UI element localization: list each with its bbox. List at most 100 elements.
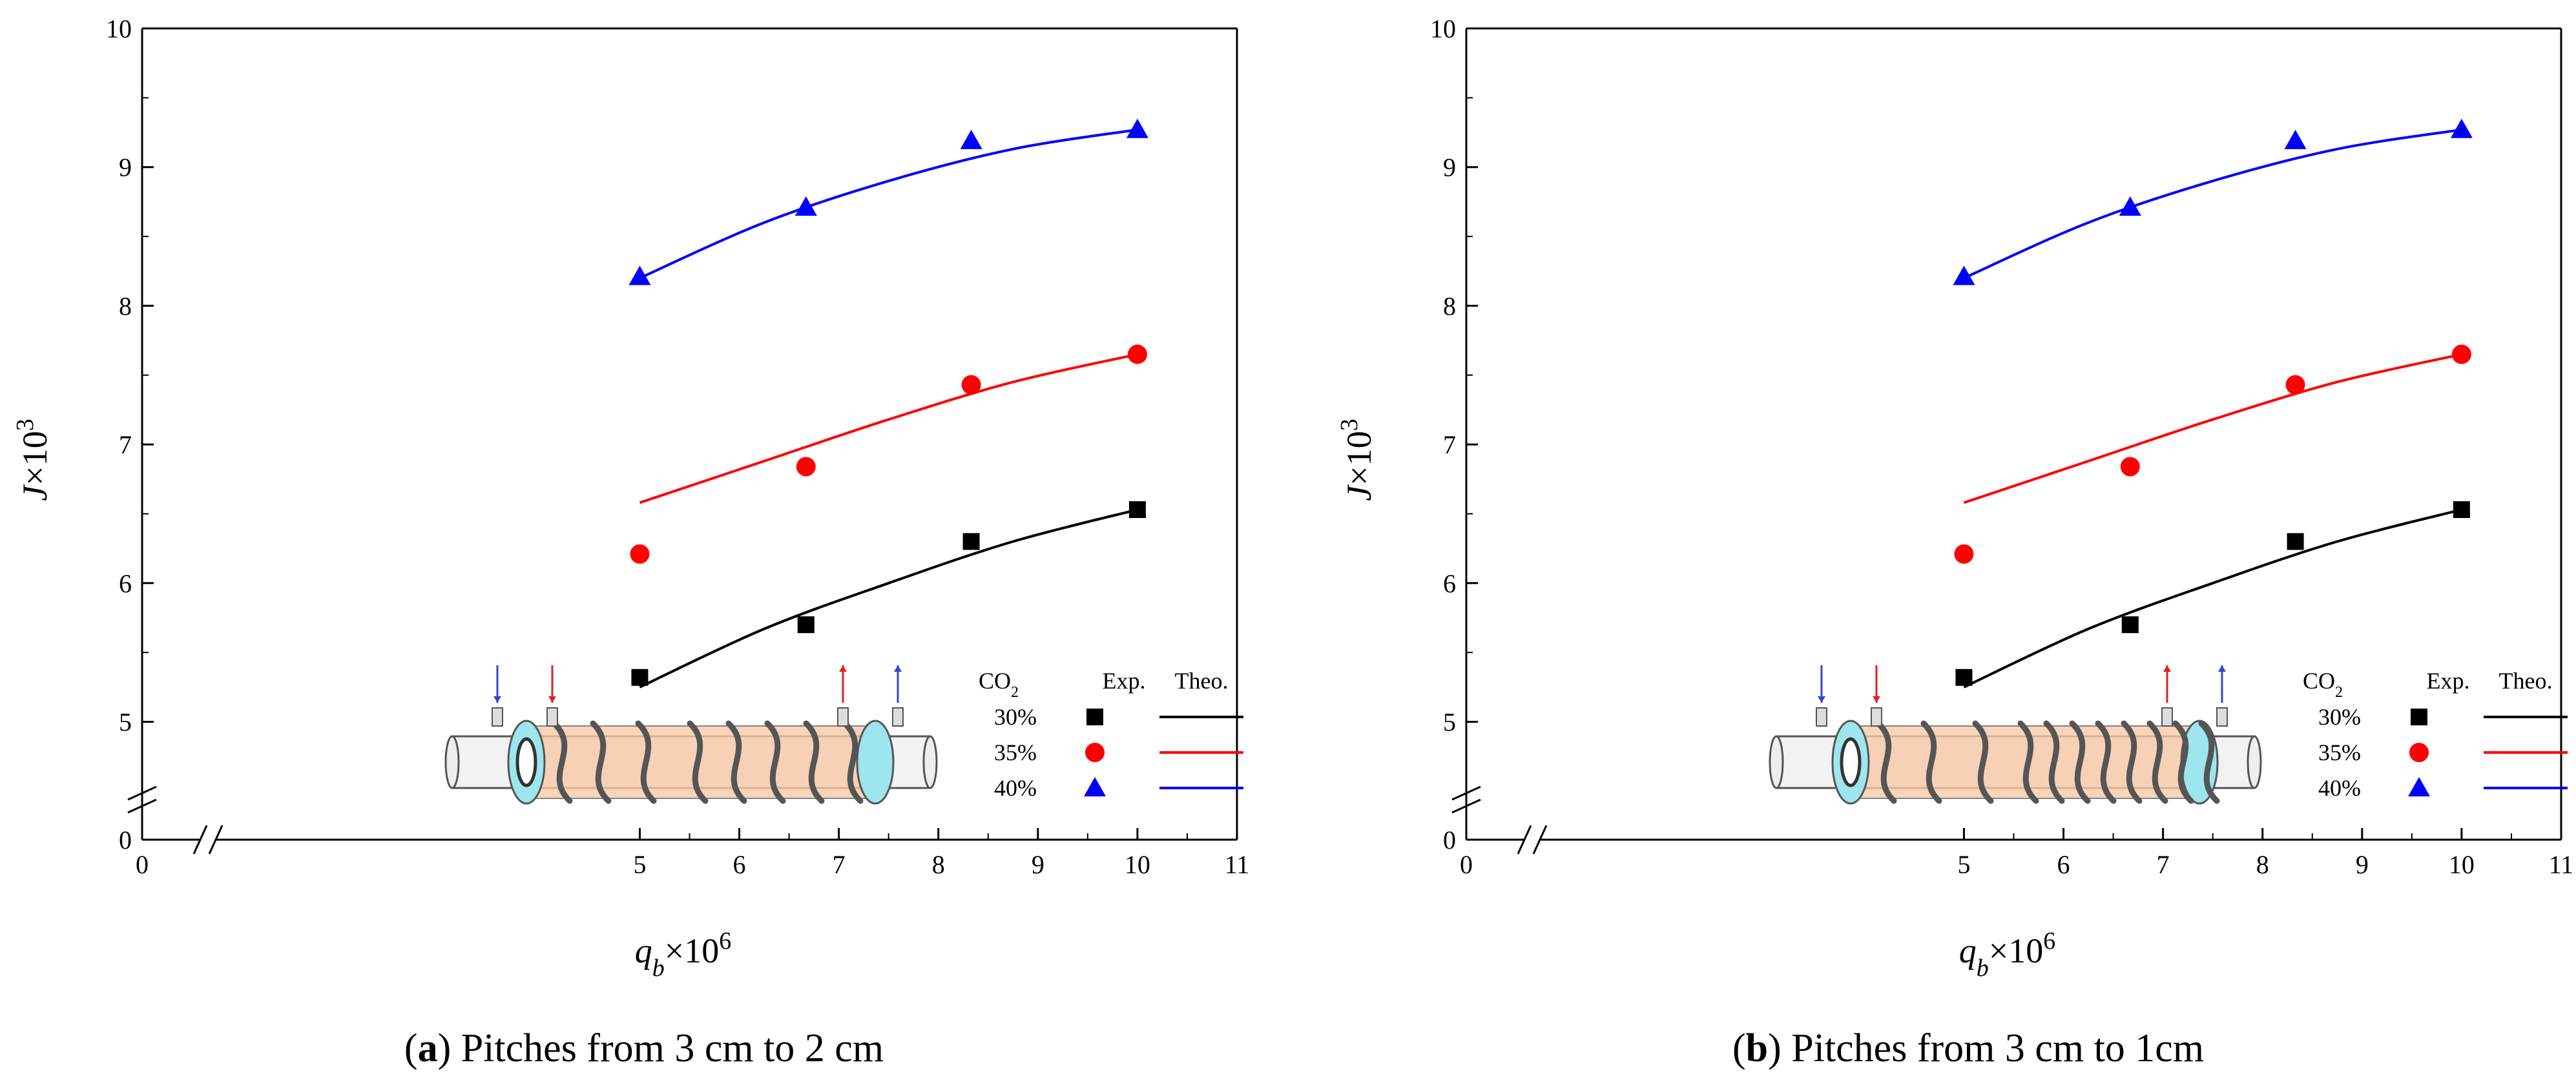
chart-b-theo-line-30pct: [1963, 508, 2462, 689]
chart-a-exp-point-35pct-1: [796, 457, 816, 477]
chart-b-x-axis-title-rest: ×10: [1989, 931, 2043, 970]
chart-b-exp-point-40pct-3: [2450, 118, 2473, 138]
chart-a-x-tick-label-4: 8: [932, 850, 945, 879]
chart-a-x-tick-label-0: 0: [136, 850, 149, 879]
chart-b-y-axis-title-sup: 3: [1336, 419, 1363, 431]
chart-a-legend-header-theo: Theo.: [1175, 668, 1229, 694]
chart-a-y-tick-label-4: 8: [119, 291, 132, 320]
chart-b-inset-coil-turn-1: [1920, 720, 1942, 804]
chart-a-x-tick-label-5: 9: [1032, 850, 1044, 879]
chart-a-inset-port-0: [492, 707, 503, 727]
chart-b-inset-coil-turn-3: [2017, 720, 2039, 804]
chart-a-inset-ring-right: [856, 720, 895, 805]
chart-b-x-axis-title-sup: 6: [2043, 928, 2055, 955]
chart-a-legend-header-gas-base: CO: [979, 668, 1011, 694]
chart-b-theo-line-40pct: [1963, 128, 2462, 280]
chart-a-inset-coil-turn-7: [842, 720, 864, 804]
chart-b-y-tick-label-5: 9: [1443, 153, 1456, 182]
chart-a-inset-flow-arrowhead-3: [894, 665, 902, 672]
chart-b-inset-port-1: [1871, 707, 1882, 727]
chart-b-exp-point-35pct-0: [1954, 544, 1974, 564]
chart-b-inset-schematic: [1769, 665, 2262, 805]
chart-b-legend-label-0: 30%: [2318, 704, 2361, 730]
chart-b-y-tick-label-3: 7: [1443, 430, 1456, 459]
chart-panel-b: 0 5 6 7 8 9 10 11 0 5 6 7 8 9 10 qb×106 J×103 CO2 Exp. Theo…: [1324, 0, 2576, 1089]
chart-a-inset-port-3: [892, 707, 904, 727]
chart-b-inset-tube-end-left: [1769, 735, 1784, 789]
chart-b-inset-port-2: [2161, 707, 2173, 727]
chart-b-x-tick-label-3: 7: [2157, 850, 2170, 879]
chart-a-y-axis-title-sup: 3: [12, 419, 39, 431]
chart-a-x-tick-label-3: 7: [833, 850, 846, 879]
chart-a-x-tick-label-2: 6: [733, 850, 746, 879]
chart-b-x-tick-label-6: 10: [2449, 850, 2475, 879]
chart-b-inset-coil-turn-9: [2172, 720, 2194, 804]
chart-a-inset-port-1: [546, 707, 558, 727]
chart-b-inset-flow-arrowhead-1: [1873, 696, 1880, 703]
chart-b-x-tick-label-0: 0: [1460, 850, 1473, 879]
chart-b-inset-flow-arrowhead-0: [1818, 696, 1825, 703]
chart-a-y-axis-title-rest: ×10: [16, 431, 54, 485]
chart-a-y-axis-title-base: J: [16, 484, 54, 501]
chart-b-inset-port-3: [2216, 707, 2228, 727]
caption-a: (a) Pitches from 3 cm to 2 cm: [404, 1026, 884, 1070]
caption-b-text: ) Pitches from 3 cm to 1cm: [1768, 1026, 2205, 1070]
chart-a-legend-label-1: 35%: [994, 740, 1037, 765]
caption-b-label: b: [1745, 1026, 1769, 1070]
caption-b: (b) Pitches from 3 cm to 1cm: [1732, 1026, 2205, 1070]
chart-b-x-tick-label-4: 8: [2256, 850, 2269, 879]
chart-b-legend-marker-2: [2408, 777, 2430, 796]
chart-a-exp-point-35pct-0: [630, 544, 650, 564]
chart-b-y-break-mark-1: [1451, 785, 1481, 801]
chart-a-legend-header-gas: CO2: [979, 668, 1019, 701]
chart-b-legend-header-theo: Theo.: [2499, 668, 2553, 694]
chart-a-inset-coil-turn-4: [725, 720, 747, 804]
chart-a-legend-marker-2: [1084, 777, 1106, 796]
chart-a-x-axis-title-rest: ×10: [665, 931, 719, 970]
chart-b-inset-coil-turn-4: [2043, 720, 2065, 804]
chart-a-x-axis-title-base: q: [635, 931, 652, 970]
chart-b-exp-point-30pct-0: [1955, 669, 1973, 686]
chart-a-exp-point-35pct-2: [961, 375, 981, 395]
chart-b-exp-point-35pct-3: [2451, 344, 2471, 364]
chart-b-inset-ring-left-hole: [1840, 737, 1862, 787]
chart-b-legend-label-2: 40%: [2318, 775, 2361, 801]
chart-a-y-tick-label-2: 6: [119, 569, 132, 598]
chart-a-inset-coil-turn-3: [687, 720, 709, 804]
chart-a-legend: CO2 Exp. Theo. 30% 35% 40%: [979, 668, 1243, 801]
chart-a-inset-coil-turn-5: [764, 720, 786, 804]
chart-a-x-tick-label-6: 10: [1125, 850, 1150, 879]
chart-b-exp-point-30pct-3: [2453, 501, 2470, 519]
chart-a-theo-line-30pct: [639, 508, 1138, 689]
chart-a-y-axis-title: J×103: [12, 419, 54, 501]
chart-b-inset-flow-arrowhead-3: [2218, 665, 2226, 672]
chart-b-legend-marker-0: [2411, 709, 2427, 725]
chart-a-y-tick-label-0: 0: [119, 825, 132, 855]
chart-a-y-tick-label-6: 10: [106, 14, 132, 43]
chart-b-inset-coil-turn-6: [2095, 720, 2117, 804]
chart-b-inset-coil-turn-10: [2198, 720, 2220, 804]
chart-a-inset-ring-left-hole: [515, 737, 537, 787]
chart-a-inset-port-2: [837, 707, 849, 727]
chart-b-exp-point-40pct-1: [2119, 196, 2141, 216]
chart-a-x-tick-label-1: 5: [633, 850, 646, 879]
chart-b-exp-point-35pct-2: [2285, 375, 2305, 395]
chart-b-y-axis-title-base: J: [1340, 484, 1378, 501]
chart-b-legend-header-gas: CO2: [2303, 668, 2343, 701]
chart-b-y-tick-label-2: 6: [1443, 569, 1456, 598]
chart-b-legend-header-gas-base: CO: [2303, 668, 2335, 694]
chart-b-legend: CO2 Exp. Theo. 30% 35% 40%: [2303, 668, 2568, 801]
chart-a-theo-line-35pct: [639, 353, 1138, 504]
chart-b-y-axis-title-group: J×103: [1336, 419, 1378, 501]
chart-a-exp-point-40pct-1: [795, 196, 817, 216]
caption-a-label: a: [417, 1026, 438, 1070]
chart-b-theo-line-35pct: [1963, 353, 2462, 504]
chart-a-x-break-mark-1: [192, 825, 208, 855]
chart-b-y-tick-label-0: 0: [1443, 825, 1456, 855]
chart-b-inset-coil-turn-5: [2069, 720, 2091, 804]
chart-a-x-break-mark-2: [208, 825, 223, 855]
chart-a-y-tick-label-1: 5: [119, 708, 132, 737]
chart-a-legend-header-gas-sub: 2: [1011, 684, 1019, 701]
